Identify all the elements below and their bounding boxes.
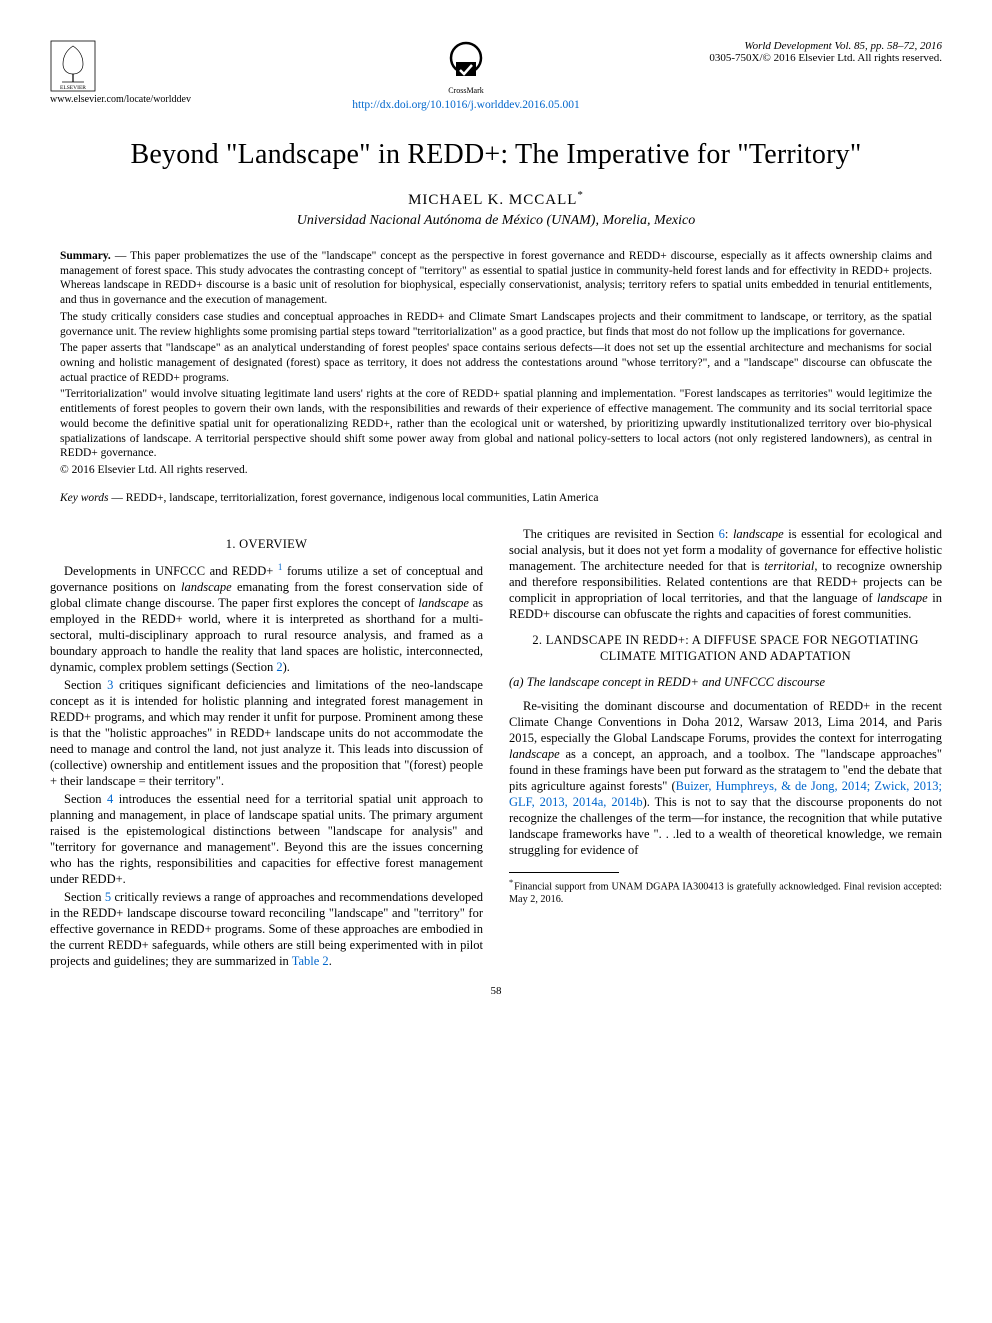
col1-para-2: Section 3 critiques significant deficien… <box>50 677 483 789</box>
summary-p1: — This paper problematizes the use of th… <box>60 250 932 306</box>
article-title: Beyond "Landscape" in REDD+: The Imperat… <box>50 139 942 171</box>
subsection-2a-heading: (a) The landscape concept in REDD+ and U… <box>509 674 942 690</box>
right-column: The critiques are revisited in Section 6… <box>509 526 942 971</box>
svg-text:ELSEVIER: ELSEVIER <box>60 85 86 91</box>
journal-issn-copyright: 0305-750X/© 2016 Elsevier Ltd. All right… <box>682 52 942 64</box>
journal-citation: World Development Vol. 85, pp. 58–72, 20… <box>682 40 942 52</box>
page-number: 58 <box>50 985 942 997</box>
author-affiliation-marker: * <box>577 189 584 201</box>
col1-para-4: Section 5 critically reviews a range of … <box>50 889 483 969</box>
author-footnote: * Financial support from UNAM DGAPA IA30… <box>509 877 942 907</box>
elsevier-tree-icon: ELSEVIER <box>50 40 96 92</box>
author-name: MICHAEL K. MCCALL* <box>50 189 942 209</box>
summary-copyright: © 2016 Elsevier Ltd. All rights reserved… <box>60 463 932 478</box>
crossmark-block: CrossMark http://dx.doi.org/10.1016/j.wo… <box>250 40 682 111</box>
crossmark-label: CrossMark <box>250 86 682 95</box>
table-2-link[interactable]: Table 2 <box>292 954 329 968</box>
col2-para-2: Re-visiting the dominant discourse and d… <box>509 698 942 858</box>
footnote-separator <box>509 872 619 873</box>
keywords-line: Key words — REDD+, landscape, territoria… <box>60 492 932 504</box>
elsevier-block: ELSEVIER www.elsevier.com/locate/worldde… <box>50 40 250 105</box>
journal-info: World Development Vol. 85, pp. 58–72, 20… <box>682 40 942 64</box>
keywords-text: — REDD+, landscape, territorialization, … <box>108 492 598 504</box>
summary-p3: The paper asserts that "landscape" as an… <box>60 341 932 385</box>
keywords-label: Key words <box>60 492 108 504</box>
author-affiliation: Universidad Nacional Autónoma de México … <box>50 213 942 229</box>
section-1-heading: 1. OVERVIEW <box>50 536 483 552</box>
summary-p2: The study critically considers case stud… <box>60 310 932 339</box>
footnote-marker: * <box>509 877 513 887</box>
summary-abstract: Summary. — This paper problematizes the … <box>60 249 932 478</box>
crossmark-icon[interactable] <box>446 40 486 88</box>
summary-label: Summary. <box>60 250 111 262</box>
footnote-text: Financial support from UNAM DGAPA IA3004… <box>509 881 942 905</box>
page-header: ELSEVIER www.elsevier.com/locate/worldde… <box>50 40 942 111</box>
col1-para-1: Developments in UNFCCC and REDD+ 1 forum… <box>50 562 483 675</box>
body-columns: 1. OVERVIEW Developments in UNFCCC and R… <box>50 526 942 971</box>
elsevier-locate-link[interactable]: www.elsevier.com/locate/worlddev <box>50 94 250 105</box>
left-column: 1. OVERVIEW Developments in UNFCCC and R… <box>50 526 483 971</box>
summary-p4: "Territorialization" would involve situa… <box>60 387 932 461</box>
col1-para-3: Section 4 introduces the essential need … <box>50 791 483 887</box>
section-2-heading: 2. LANDSCAPE IN REDD+: A DIFFUSE SPACE F… <box>509 632 942 664</box>
col2-para-1: The critiques are revisited in Section 6… <box>509 526 942 622</box>
doi-link[interactable]: http://dx.doi.org/10.1016/j.worlddev.201… <box>250 99 682 111</box>
